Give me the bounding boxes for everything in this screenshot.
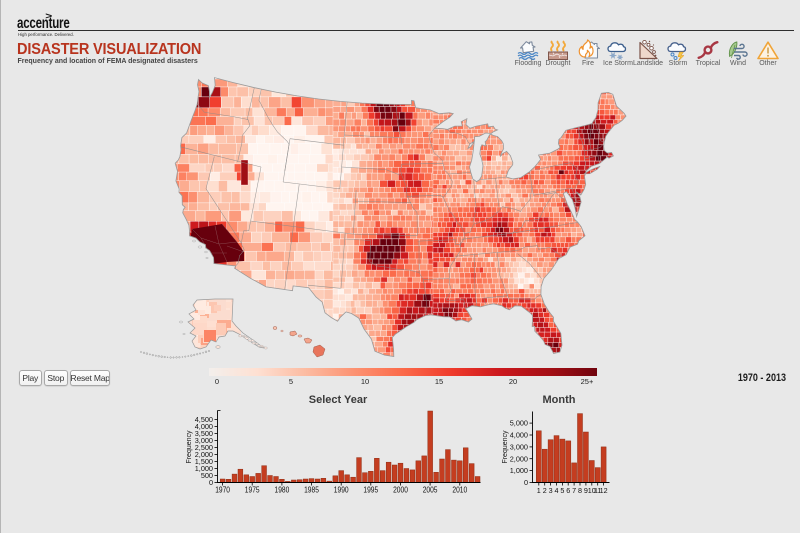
svg-text:1: 1 [537,486,541,495]
svg-text:4,000: 4,000 [510,431,528,440]
svg-text:1975: 1975 [245,486,260,495]
svg-text:1970: 1970 [215,486,230,495]
svg-text:Frequency: Frequency [502,430,509,464]
svg-text:Month: Month [543,394,576,406]
svg-text:3: 3 [549,486,553,495]
svg-text:1980: 1980 [275,486,290,495]
svg-text:3,000: 3,000 [510,443,528,452]
svg-text:2005: 2005 [423,486,438,495]
svg-text:0: 0 [524,478,528,487]
svg-text:1,000: 1,000 [510,466,528,475]
svg-text:7: 7 [572,486,576,495]
svg-text:5,000: 5,000 [510,419,528,428]
svg-text:1995: 1995 [363,486,378,495]
svg-text:4,500: 4,500 [195,415,213,424]
svg-text:6: 6 [566,486,570,495]
svg-text:2: 2 [543,486,547,495]
svg-text:4: 4 [555,486,559,495]
svg-text:1985: 1985 [304,486,319,495]
svg-text:5: 5 [560,486,564,495]
svg-text:2010: 2010 [452,486,467,495]
svg-text:2000: 2000 [393,486,408,495]
svg-text:8: 8 [578,486,582,495]
svg-text:Frequency: Frequency [186,430,193,464]
svg-text:12: 12 [600,486,608,495]
svg-text:1990: 1990 [334,486,349,495]
svg-text:Select Year: Select Year [309,394,368,406]
svg-text:2,000: 2,000 [510,454,528,463]
